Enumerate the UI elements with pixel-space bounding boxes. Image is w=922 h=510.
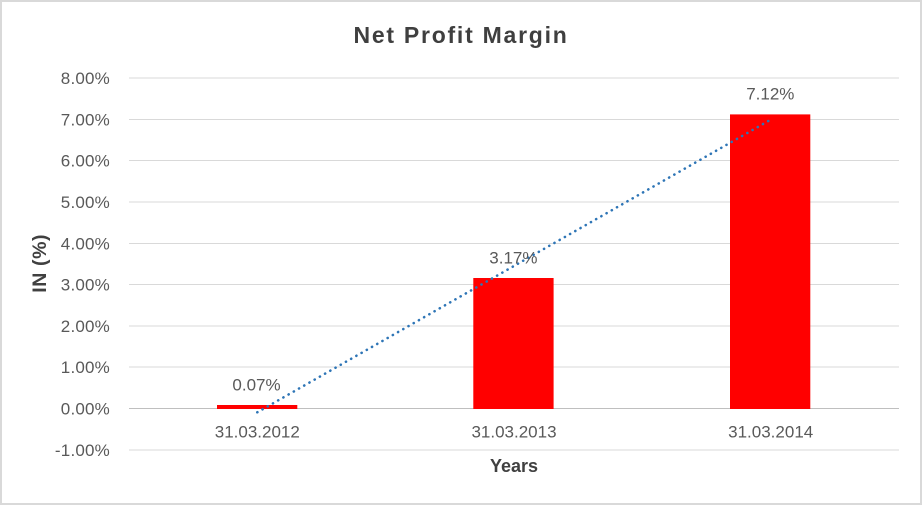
svg-text:5.00%: 5.00%	[61, 193, 110, 212]
svg-text:1.00%: 1.00%	[61, 358, 110, 377]
svg-text:6.00%: 6.00%	[61, 152, 110, 171]
svg-text:-1.00%: -1.00%	[55, 441, 110, 460]
svg-text:7.12%: 7.12%	[746, 85, 794, 104]
svg-text:3.17%: 3.17%	[489, 249, 537, 268]
svg-text:Years: Years	[490, 456, 538, 476]
svg-text:2.00%: 2.00%	[61, 317, 110, 336]
svg-text:IN (%): IN (%)	[29, 234, 51, 293]
svg-text:8.00%: 8.00%	[61, 69, 110, 88]
svg-text:31.03.2012: 31.03.2012	[215, 423, 300, 442]
svg-text:7.00%: 7.00%	[61, 110, 110, 129]
svg-text:Net Profit Margin: Net Profit Margin	[353, 22, 568, 48]
svg-text:31.03.2013: 31.03.2013	[471, 423, 556, 442]
svg-text:31.03.2014: 31.03.2014	[728, 423, 813, 442]
svg-text:3.00%: 3.00%	[61, 276, 110, 295]
svg-text:0.07%: 0.07%	[232, 376, 280, 395]
svg-text:4.00%: 4.00%	[61, 234, 110, 253]
svg-text:0.00%: 0.00%	[61, 400, 110, 419]
